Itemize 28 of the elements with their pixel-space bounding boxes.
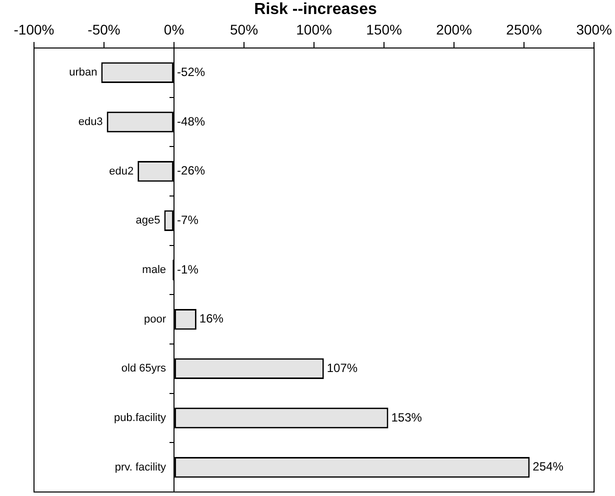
x-tick-label: 0% bbox=[164, 21, 184, 38]
chart-title: Risk --increases bbox=[254, 1, 377, 18]
y-tick-label: old 65yrs bbox=[121, 362, 167, 375]
data-label: 254% bbox=[532, 460, 564, 474]
x-tick-label: -100% bbox=[14, 21, 54, 38]
y-tick-label: male bbox=[142, 264, 166, 276]
y-tick-label: edu3 bbox=[78, 116, 103, 128]
data-label: 153% bbox=[391, 410, 422, 424]
y-tick-label: poor bbox=[144, 313, 166, 326]
y-tick-label: urban bbox=[69, 66, 98, 79]
x-tick-label: 250% bbox=[506, 21, 542, 38]
data-label: 16% bbox=[199, 312, 224, 326]
x-tick-label: -50% bbox=[88, 21, 120, 38]
x-tick-label: 200% bbox=[436, 21, 472, 38]
y-tick-label: pub.facility bbox=[114, 412, 167, 424]
data-label: -1% bbox=[177, 262, 199, 276]
y-tick-label: age5 bbox=[136, 214, 160, 227]
x-tick-label: 100% bbox=[296, 21, 332, 38]
x-tick-label: 50% bbox=[230, 21, 258, 38]
data-label: -7% bbox=[177, 212, 199, 227]
data-label: -48% bbox=[177, 114, 206, 128]
x-tick-label: 300% bbox=[576, 21, 612, 38]
data-label: -26% bbox=[177, 164, 206, 178]
data-label: -52% bbox=[177, 64, 206, 79]
y-tick-label: prv. facility bbox=[114, 461, 167, 474]
data-label: 107% bbox=[326, 360, 358, 375]
x-tick-label: 150% bbox=[366, 21, 402, 38]
y-tick-label: edu2 bbox=[109, 165, 134, 178]
